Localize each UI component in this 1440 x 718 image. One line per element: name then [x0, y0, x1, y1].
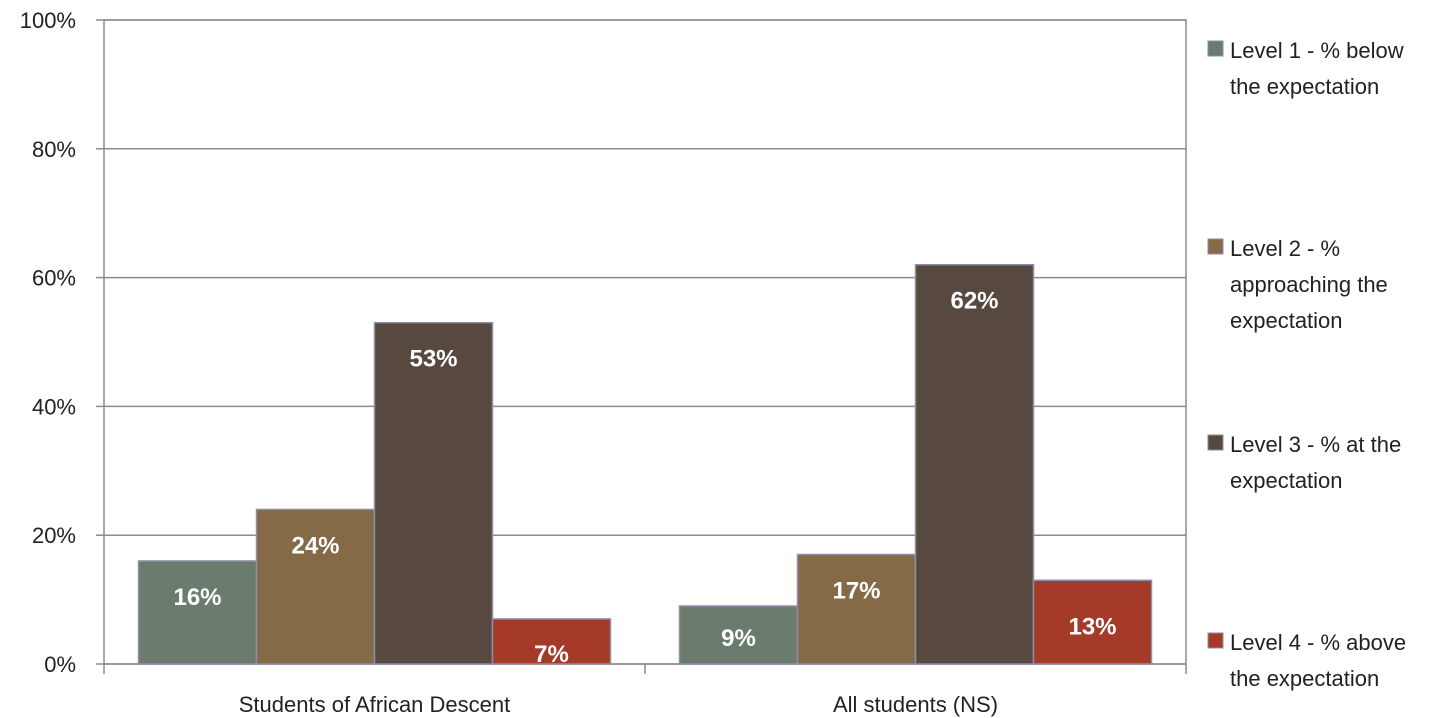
- legend-label: Level 4 - % above: [1230, 630, 1406, 655]
- bar: [137, 560, 258, 665]
- y-tick-label: 20%: [32, 523, 76, 548]
- bar: [796, 553, 917, 665]
- bar: [678, 605, 799, 665]
- y-tick-label: 0%: [44, 652, 76, 677]
- legend-label: Level 1 - % below: [1230, 38, 1404, 63]
- bar: [373, 321, 494, 665]
- legend-label: approaching the: [1230, 272, 1388, 297]
- data-label: 17%: [832, 578, 880, 605]
- legend-label: expectation: [1230, 308, 1343, 333]
- data-label: 24%: [291, 532, 339, 559]
- legend-label: Level 2 - %: [1230, 236, 1340, 261]
- data-label: 16%: [173, 584, 221, 611]
- y-tick-label: 40%: [32, 394, 76, 419]
- legend-swatch: [1207, 632, 1224, 649]
- y-tick-label: 60%: [32, 266, 76, 291]
- data-label: 7%: [534, 641, 569, 668]
- legend-label: the expectation: [1230, 666, 1379, 691]
- bar: [914, 263, 1035, 665]
- y-tick-label: 80%: [32, 137, 76, 162]
- category-label: Students of African Descent: [239, 692, 511, 717]
- legend-swatch: [1207, 40, 1224, 57]
- category-label: All students (NS): [833, 692, 998, 717]
- legend-label: Level 3 - % at the: [1230, 432, 1401, 457]
- legend-label: expectation: [1230, 468, 1343, 493]
- data-label: 53%: [409, 346, 457, 373]
- bar: [491, 618, 612, 665]
- y-tick-label: 100%: [20, 8, 76, 33]
- data-label: 13%: [1068, 613, 1116, 640]
- data-label: 9%: [721, 625, 756, 652]
- bar: [1032, 579, 1153, 665]
- data-label: 62%: [950, 288, 998, 315]
- legend-swatch: [1207, 238, 1224, 255]
- legend-label: the expectation: [1230, 74, 1379, 99]
- bar: [255, 508, 376, 665]
- legend-swatch: [1207, 434, 1224, 451]
